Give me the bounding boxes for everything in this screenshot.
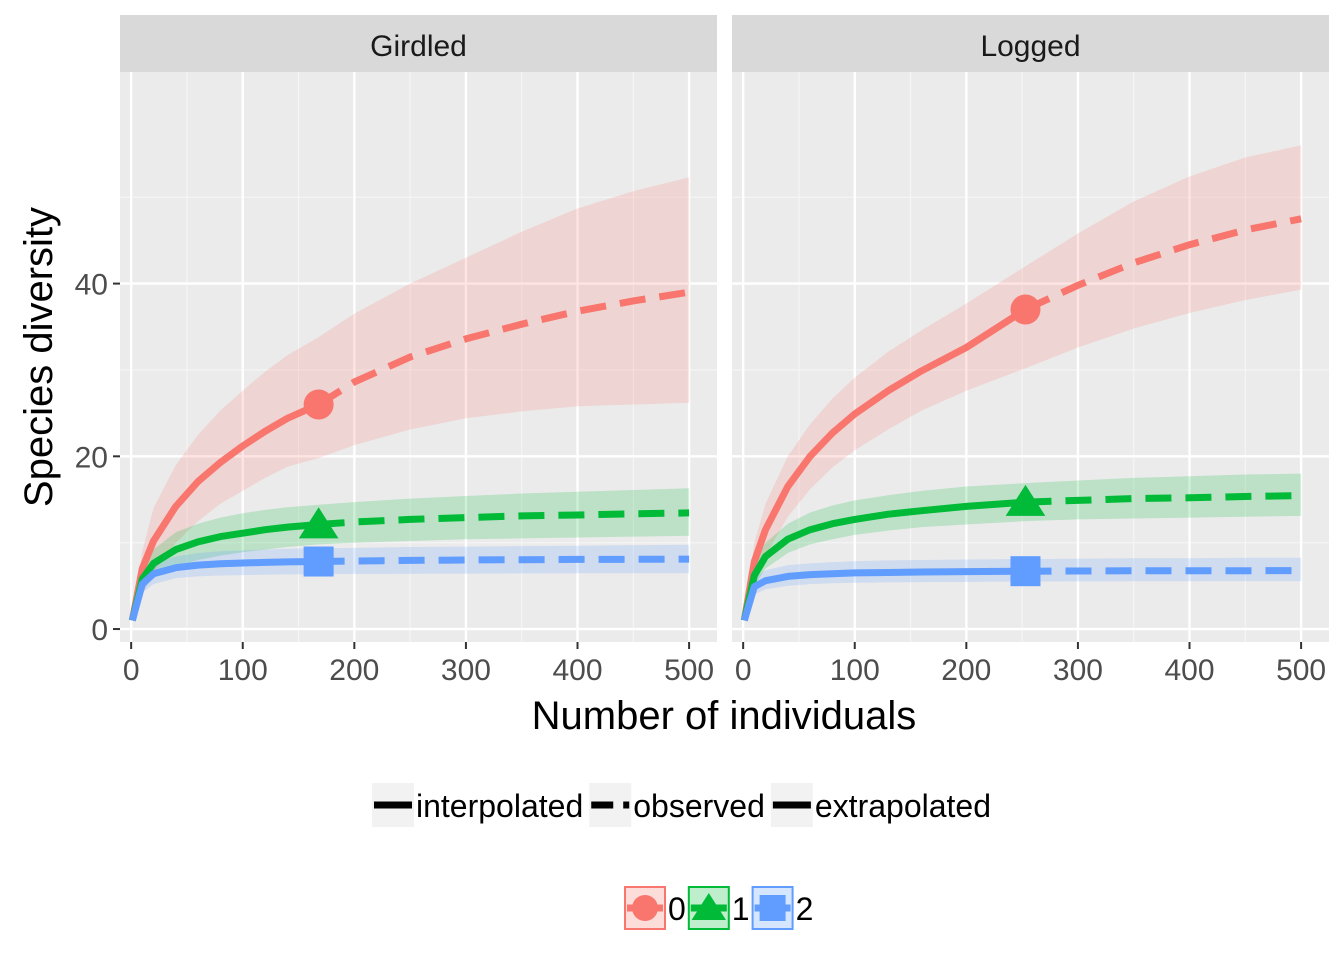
y-tick-label: 40 xyxy=(75,269,108,302)
x-axis-ticks: 0 100 200 300 400 500 xyxy=(123,642,714,687)
legend-key-circle-0 xyxy=(632,895,658,921)
x-tick-label: 300 xyxy=(441,654,491,687)
legend-method-label: extrapolated xyxy=(815,788,991,824)
observed-points xyxy=(1005,294,1046,587)
legend-method-label: observed xyxy=(633,788,765,824)
confidence-band-1 xyxy=(132,488,690,621)
legend-key-square-2 xyxy=(759,895,786,921)
strip-title: Girdled xyxy=(370,30,467,63)
x-tick-label: 200 xyxy=(329,654,379,687)
observed-point-0 xyxy=(1010,294,1041,325)
series-lines xyxy=(128,288,690,622)
legend-order: 0 1 2 xyxy=(624,886,814,930)
strip-background xyxy=(120,15,717,72)
legend-order-label: 1 xyxy=(732,891,750,927)
confidence-band-0 xyxy=(132,177,690,621)
plot-background xyxy=(120,72,717,642)
y-axis: 0 20 40 xyxy=(75,269,120,647)
gridlines xyxy=(732,72,1329,642)
observed-point-0 xyxy=(303,389,334,420)
extrapolated-line-0 xyxy=(316,288,690,408)
interpolated-line-0 xyxy=(128,401,321,622)
gridlines xyxy=(120,72,717,642)
legend-method-label: interpolated xyxy=(416,788,583,824)
interpolated-line-1 xyxy=(740,498,1026,622)
x-tick-label: 100 xyxy=(830,654,880,687)
x-tick-label: 0 xyxy=(735,654,752,687)
plot-background xyxy=(732,72,1329,642)
interpolated-line-1 xyxy=(128,521,319,622)
extrapolated-line-2 xyxy=(1025,567,1302,575)
x-tick-label: 200 xyxy=(941,654,991,687)
x-tick-label: 400 xyxy=(1164,654,1214,687)
x-axis-ticks: 0 100 200 300 400 500 xyxy=(735,642,1326,687)
observed-point-1 xyxy=(1005,484,1046,516)
interpolated-line-0 xyxy=(740,306,1028,621)
observed-point-2 xyxy=(1010,556,1041,587)
confidence-band-0 xyxy=(744,145,1302,621)
legend-order-label: 0 xyxy=(668,891,686,927)
confidence-band-1 xyxy=(744,473,1302,621)
legend-key-triangle-1 xyxy=(691,893,726,920)
interpolated-line-2 xyxy=(128,558,319,622)
y-axis-title: Species diversity xyxy=(17,207,61,507)
extrapolated-line-0 xyxy=(1024,215,1302,313)
x-tick-label: 300 xyxy=(1053,654,1103,687)
x-tick-label: 500 xyxy=(1276,654,1326,687)
panel-logged: Logged 0 100 200 300 400 500 xyxy=(732,15,1329,687)
legend-method: interpolated observed extrapolated xyxy=(372,783,991,827)
series-lines xyxy=(740,215,1302,622)
extrapolated-line-1 xyxy=(318,509,690,528)
x-tick-label: 0 xyxy=(123,654,140,687)
panel-girdled: Girdled 0 100 200 300 400 500 xyxy=(120,15,717,687)
observed-point-2 xyxy=(303,546,334,577)
observed-point-1 xyxy=(298,507,339,539)
extrapolated-line-1 xyxy=(1025,492,1302,506)
interpolated-line-2 xyxy=(740,567,1026,622)
y-tick-label: 20 xyxy=(75,441,108,474)
strip-background xyxy=(732,15,1329,72)
observed-points xyxy=(298,389,339,577)
legend-order-label: 2 xyxy=(796,891,814,927)
x-tick-label: 500 xyxy=(664,654,714,687)
x-axis-title: Number of individuals xyxy=(532,694,917,738)
x-tick-label: 100 xyxy=(218,654,268,687)
x-tick-label: 400 xyxy=(552,654,602,687)
strip-title: Logged xyxy=(980,30,1080,63)
y-tick-label: 0 xyxy=(91,614,108,647)
extrapolated-line-2 xyxy=(318,555,690,565)
